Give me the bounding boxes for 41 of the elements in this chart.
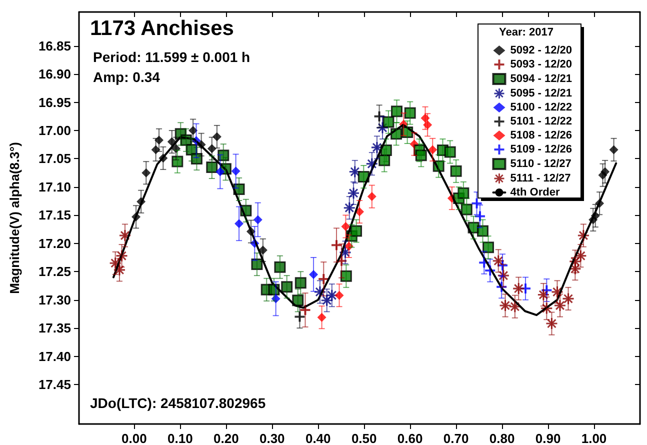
y-tick-label: 17.00 bbox=[38, 123, 71, 138]
legend-label: 5101 - 12/22 bbox=[510, 116, 572, 128]
x-tick-label: 0.30 bbox=[259, 431, 285, 445]
x-tick-label: 0.90 bbox=[535, 431, 561, 445]
legend-label: 5100 - 12/22 bbox=[510, 102, 572, 114]
x-tick-label: 0.70 bbox=[443, 431, 469, 445]
legend-title: Year: 2017 bbox=[499, 26, 554, 38]
legend-label: 5093 - 12/20 bbox=[510, 58, 572, 70]
legend-label: 5108 - 12/26 bbox=[510, 130, 572, 142]
annotation: Amp: 0.34 bbox=[93, 69, 160, 85]
legend-label: 4th Order bbox=[510, 186, 560, 198]
legend-label: 5094 - 12/21 bbox=[510, 73, 572, 85]
x-tick-label: 0.80 bbox=[489, 431, 515, 445]
annotation: Period: 11.599 ± 0.001 h bbox=[93, 49, 250, 65]
legend-label: 5095 - 12/21 bbox=[510, 88, 572, 100]
annotation: JDo(LTC): 2458107.802965 bbox=[90, 395, 266, 411]
x-tick-label: 0.10 bbox=[168, 431, 193, 445]
x-tick-label: 0.60 bbox=[397, 431, 423, 445]
x-tick-label: 1.00 bbox=[581, 431, 607, 445]
legend-label: 5111 - 12/27 bbox=[510, 172, 571, 184]
legend-label: 5092 - 12/20 bbox=[510, 44, 572, 56]
y-tick-label: 17.30 bbox=[38, 292, 71, 308]
chart-title: 1173 Anchises bbox=[90, 17, 234, 40]
y-tick-label: 17.15 bbox=[38, 208, 71, 223]
x-tick-label: 0.40 bbox=[305, 431, 331, 445]
legend-label: 5109 - 12/26 bbox=[510, 144, 572, 156]
y-tick-label: 17.25 bbox=[38, 264, 71, 280]
x-tick-label: 0.00 bbox=[122, 431, 147, 445]
y-tick-label: 16.90 bbox=[38, 66, 71, 82]
y-tick-label: 17.35 bbox=[38, 320, 71, 336]
y-axis-title: Magnitude(V) alpha(8.3°) bbox=[7, 142, 22, 294]
x-tick-label: 0.20 bbox=[213, 431, 239, 445]
y-tick-label: 16.95 bbox=[38, 94, 71, 110]
y-tick-label: 17.40 bbox=[38, 348, 71, 364]
y-tick-label: 16.85 bbox=[38, 38, 71, 54]
x-tick-label: 0.50 bbox=[351, 431, 377, 445]
y-tick-label: 17.05 bbox=[38, 151, 71, 166]
y-tick-label: 17.10 bbox=[38, 179, 71, 194]
y-tick-label: 17.20 bbox=[38, 236, 71, 251]
y-tick-label: 17.45 bbox=[38, 376, 71, 392]
legend-label: 5110 - 12/27 bbox=[510, 158, 572, 170]
